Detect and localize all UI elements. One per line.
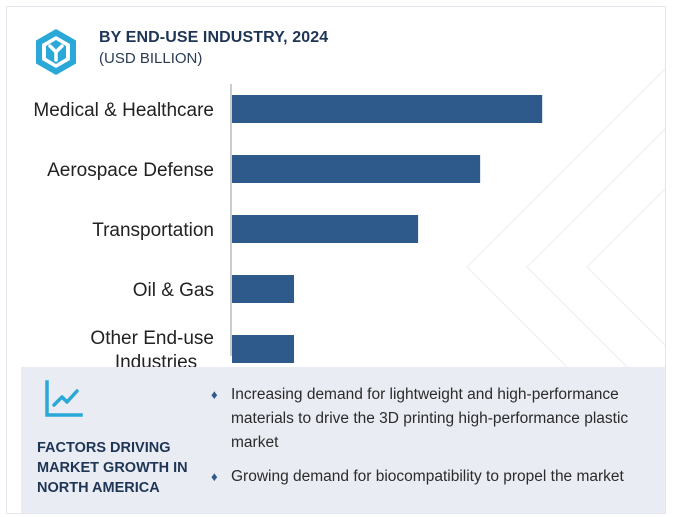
hexagon-y-logo-icon bbox=[36, 29, 76, 75]
bar bbox=[232, 275, 295, 303]
category-label: Transportation bbox=[92, 220, 214, 241]
diamond-bullet-icon: ♦ bbox=[211, 387, 218, 402]
bar bbox=[232, 335, 295, 363]
factors-panel-title: FACTORS DRIVING MARKET GROWTH IN NORTH A… bbox=[37, 440, 188, 496]
factor-item: ♦ Increasing demand for lightweight and … bbox=[211, 383, 651, 455]
line-chart-icon bbox=[45, 380, 83, 417]
category-label: Industries bbox=[115, 352, 197, 367]
bar bbox=[232, 155, 481, 183]
factors-panel: FACTORS DRIVING MARKET GROWTH IN NORTH A… bbox=[21, 367, 665, 513]
category-label: Aerospace Defense bbox=[47, 160, 214, 181]
infographic-frame: BY END-USE INDUSTRY, 2024 (USD BILLION) … bbox=[6, 6, 666, 514]
bar-chart: Medical & Healthcare Aerospace Defense Tra… bbox=[33, 84, 543, 367]
category-label: Other End-use bbox=[90, 328, 214, 349]
factor-item: ♦ Growing demand for biocompatibility to… bbox=[211, 465, 651, 489]
bar bbox=[232, 95, 543, 123]
diamond-bullet-icon: ♦ bbox=[211, 469, 218, 484]
factor-text: Growing demand for biocompatibility to p… bbox=[231, 468, 624, 485]
chart-subtitle: (USD BILLION) bbox=[99, 50, 203, 67]
category-label: Oil & Gas bbox=[133, 280, 214, 301]
chart-title: BY END-USE INDUSTRY, 2024 bbox=[99, 29, 329, 46]
factor-text: Increasing demand for lightweight and hi… bbox=[231, 386, 629, 451]
category-label: Medical & Healthcare bbox=[33, 100, 214, 121]
bar bbox=[232, 215, 419, 243]
